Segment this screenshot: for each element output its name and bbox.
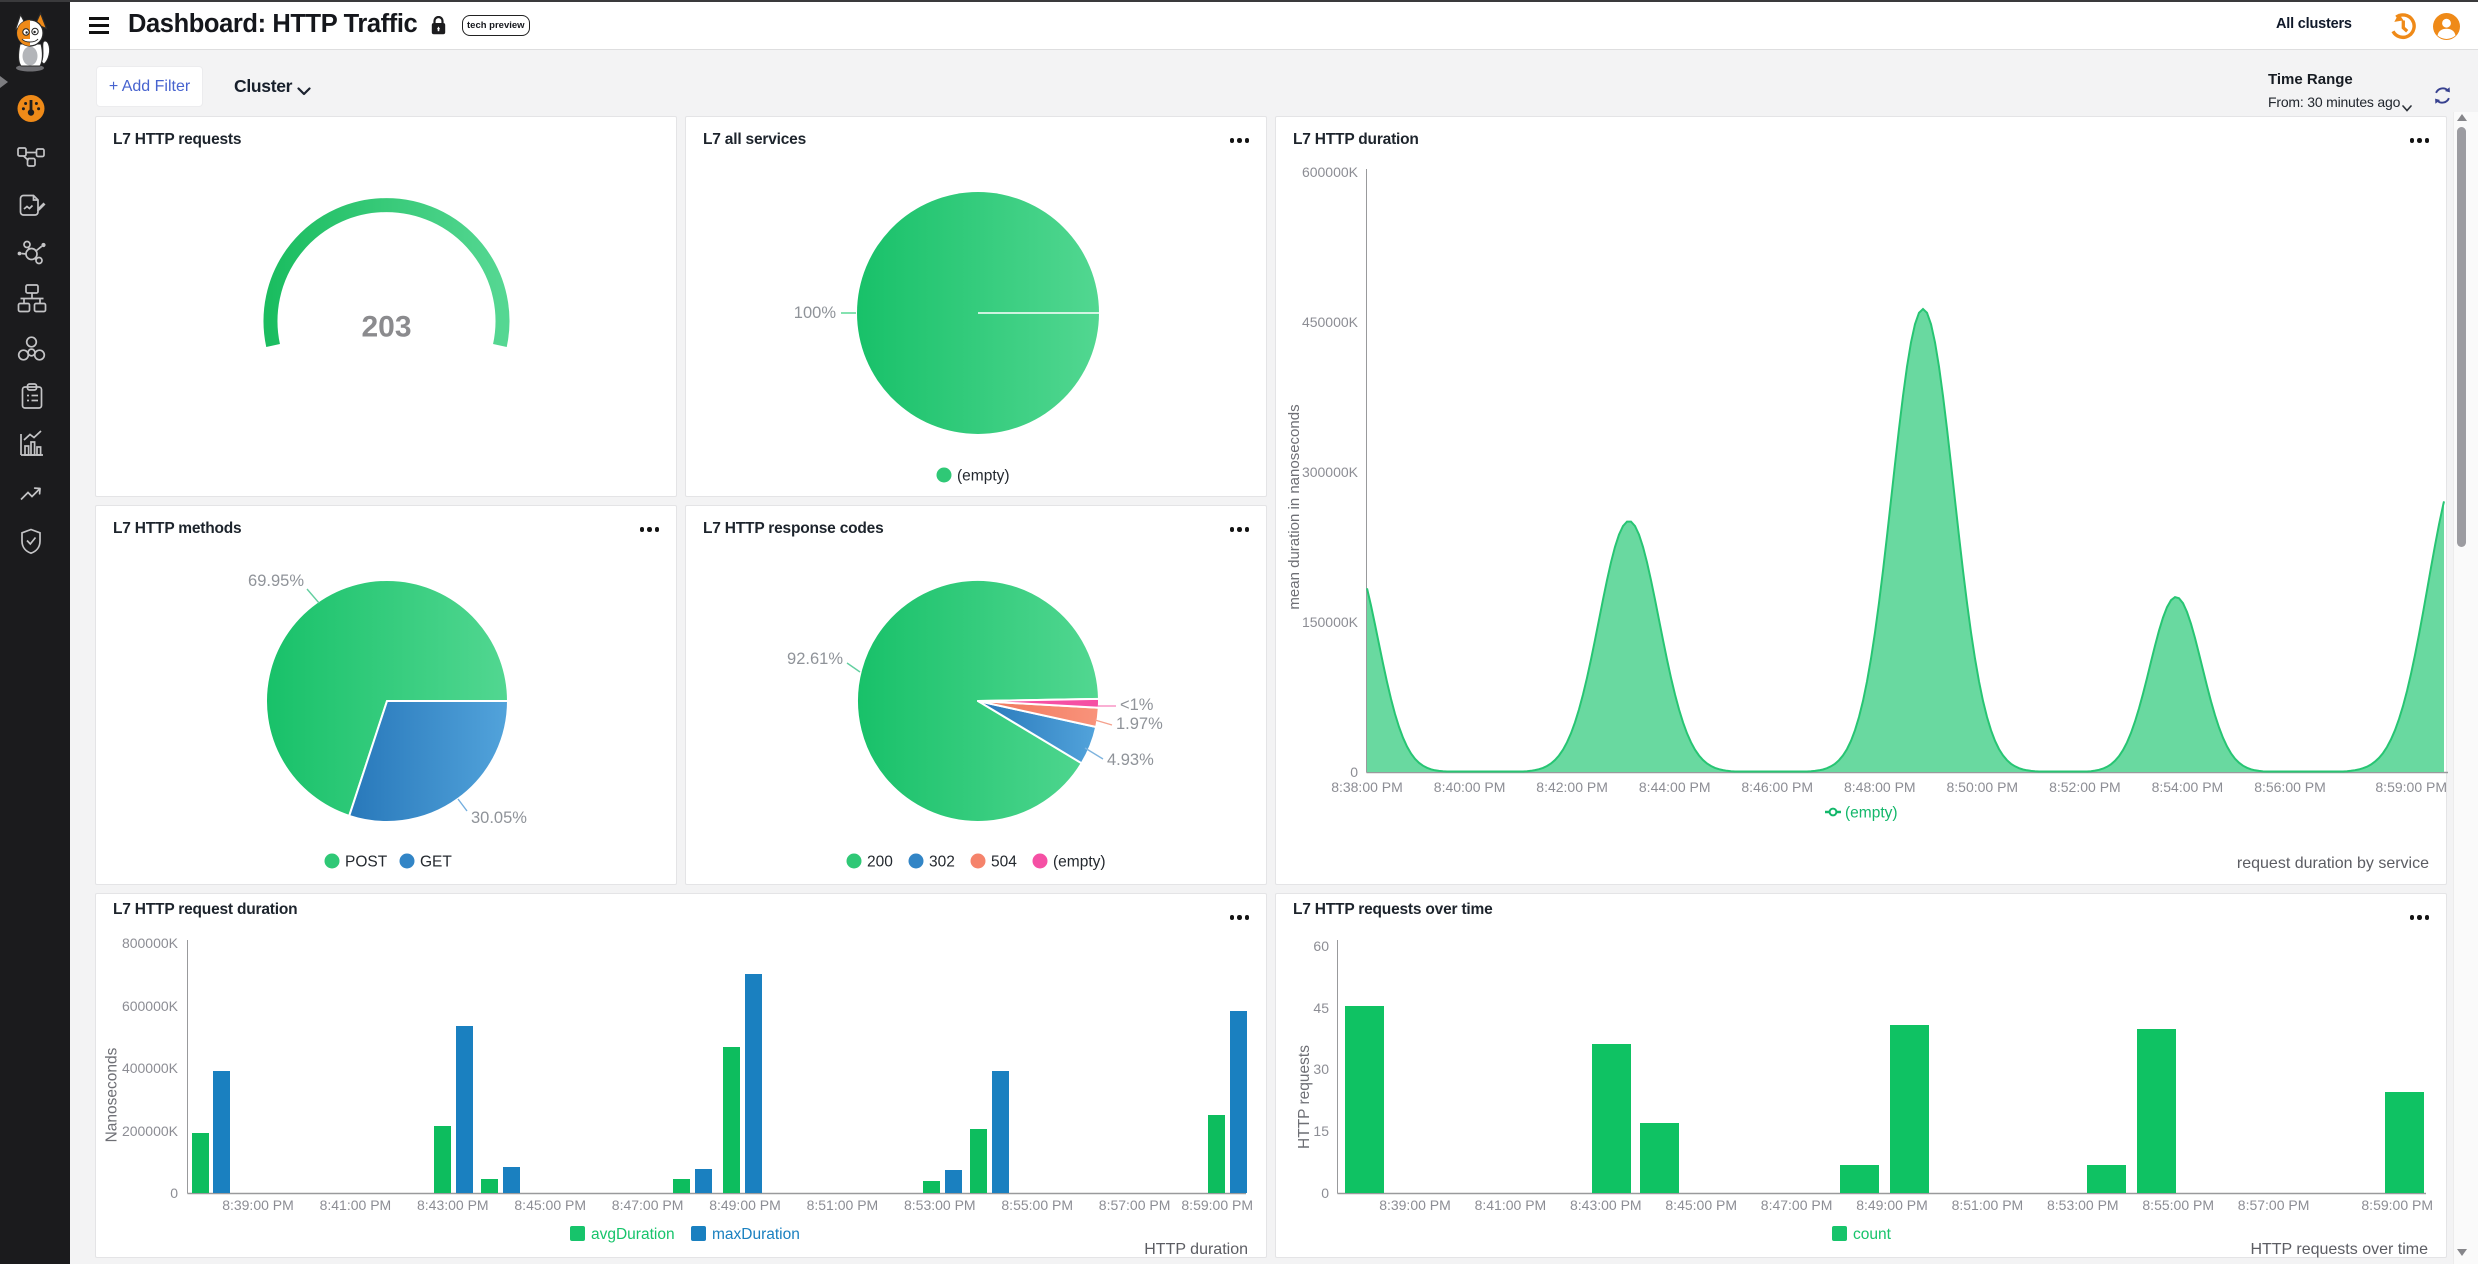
svg-text:450000K: 450000K	[1302, 314, 1359, 330]
svg-text:1.97%: 1.97%	[1116, 715, 1163, 733]
svg-text:8:44:00 PM: 8:44:00 PM	[1639, 779, 1711, 795]
svg-text:avgDuration: avgDuration	[591, 1226, 675, 1243]
svg-text:8:50:00 PM: 8:50:00 PM	[1946, 779, 2018, 795]
svg-text:200: 200	[867, 854, 893, 871]
svg-text:8:52:00 PM: 8:52:00 PM	[2049, 779, 2121, 795]
svg-text:8:57:00 PM: 8:57:00 PM	[2238, 1197, 2310, 1213]
svg-text:203: 203	[361, 311, 411, 344]
svg-text:0: 0	[170, 1185, 178, 1201]
svg-text:4.93%: 4.93%	[1107, 751, 1154, 769]
svg-text:45: 45	[1313, 1000, 1329, 1016]
svg-text:8:53:00 PM: 8:53:00 PM	[904, 1197, 976, 1213]
svg-text:count: count	[1853, 1226, 1892, 1243]
svg-text:30: 30	[1313, 1061, 1329, 1077]
svg-text:8:59:00 PM: 8:59:00 PM	[2375, 779, 2447, 795]
svg-text:15: 15	[1313, 1123, 1329, 1139]
svg-text:8:46:00 PM: 8:46:00 PM	[1741, 779, 1813, 795]
svg-text:200000K: 200000K	[122, 1123, 179, 1139]
svg-text:8:55:00 PM: 8:55:00 PM	[2142, 1197, 2214, 1213]
svg-text:30.05%: 30.05%	[471, 809, 527, 827]
svg-text:0: 0	[1350, 764, 1358, 780]
svg-text:8:57:00 PM: 8:57:00 PM	[1099, 1197, 1171, 1213]
svg-text:HTTP requests over time: HTTP requests over time	[2250, 1241, 2428, 1258]
svg-text:0: 0	[1321, 1185, 1329, 1201]
svg-text:Nanoseconds: Nanoseconds	[104, 1047, 121, 1142]
svg-text:8:56:00 PM: 8:56:00 PM	[2254, 779, 2326, 795]
svg-text:maxDuration: maxDuration	[712, 1226, 800, 1243]
svg-text:8:47:00 PM: 8:47:00 PM	[612, 1197, 684, 1213]
svg-text:8:55:00 PM: 8:55:00 PM	[1001, 1197, 1073, 1213]
svg-text:300000K: 300000K	[1302, 464, 1359, 480]
svg-text:69.95%: 69.95%	[248, 572, 304, 590]
svg-text:8:59:00 PM: 8:59:00 PM	[2361, 1197, 2433, 1213]
svg-text:8:49:00 PM: 8:49:00 PM	[709, 1197, 781, 1213]
svg-text:HTTP duration: HTTP duration	[1144, 1241, 1248, 1258]
svg-text:150000K: 150000K	[1302, 614, 1359, 630]
svg-text:HTTP requests: HTTP requests	[1296, 1045, 1313, 1149]
svg-text:600000K: 600000K	[122, 998, 179, 1014]
svg-text:100%: 100%	[794, 304, 837, 322]
svg-text:request duration by service: request duration by service	[2237, 855, 2429, 872]
svg-text:(empty): (empty)	[957, 468, 1010, 485]
svg-text:GET: GET	[420, 854, 452, 871]
svg-text:(empty): (empty)	[1845, 805, 1898, 822]
svg-text:8:43:00 PM: 8:43:00 PM	[1570, 1197, 1642, 1213]
svg-text:8:47:00 PM: 8:47:00 PM	[1761, 1197, 1833, 1213]
svg-text:8:59:00 PM: 8:59:00 PM	[1181, 1197, 1253, 1213]
svg-text:8:54:00 PM: 8:54:00 PM	[2152, 779, 2224, 795]
svg-text:600000K: 600000K	[1302, 164, 1359, 180]
svg-text:8:51:00 PM: 8:51:00 PM	[807, 1197, 879, 1213]
svg-text:60: 60	[1313, 938, 1329, 954]
svg-text:8:39:00 PM: 8:39:00 PM	[222, 1197, 294, 1213]
svg-text:(empty): (empty)	[1053, 854, 1106, 871]
svg-text:8:48:00 PM: 8:48:00 PM	[1844, 779, 1916, 795]
svg-text:8:38:00 PM: 8:38:00 PM	[1331, 779, 1403, 795]
svg-text:400000K: 400000K	[122, 1060, 179, 1076]
svg-text:POST: POST	[345, 854, 388, 871]
svg-text:8:43:00 PM: 8:43:00 PM	[417, 1197, 489, 1213]
svg-text:800000K: 800000K	[122, 935, 179, 951]
svg-text:8:41:00 PM: 8:41:00 PM	[320, 1197, 392, 1213]
svg-text:mean duration in nanoseconds: mean duration in nanoseconds	[1286, 404, 1303, 609]
svg-text:8:49:00 PM: 8:49:00 PM	[1856, 1197, 1928, 1213]
svg-text:8:42:00 PM: 8:42:00 PM	[1536, 779, 1608, 795]
svg-text:8:51:00 PM: 8:51:00 PM	[1952, 1197, 2024, 1213]
svg-text:8:53:00 PM: 8:53:00 PM	[2047, 1197, 2119, 1213]
svg-text:<1%: <1%	[1120, 696, 1154, 714]
svg-text:302: 302	[929, 854, 955, 871]
svg-text:8:41:00 PM: 8:41:00 PM	[1475, 1197, 1547, 1213]
svg-text:8:45:00 PM: 8:45:00 PM	[1665, 1197, 1737, 1213]
svg-text:92.61%: 92.61%	[787, 650, 843, 668]
svg-text:8:45:00 PM: 8:45:00 PM	[514, 1197, 586, 1213]
svg-text:8:40:00 PM: 8:40:00 PM	[1434, 779, 1506, 795]
svg-text:8:39:00 PM: 8:39:00 PM	[1379, 1197, 1451, 1213]
svg-text:504: 504	[991, 854, 1017, 871]
